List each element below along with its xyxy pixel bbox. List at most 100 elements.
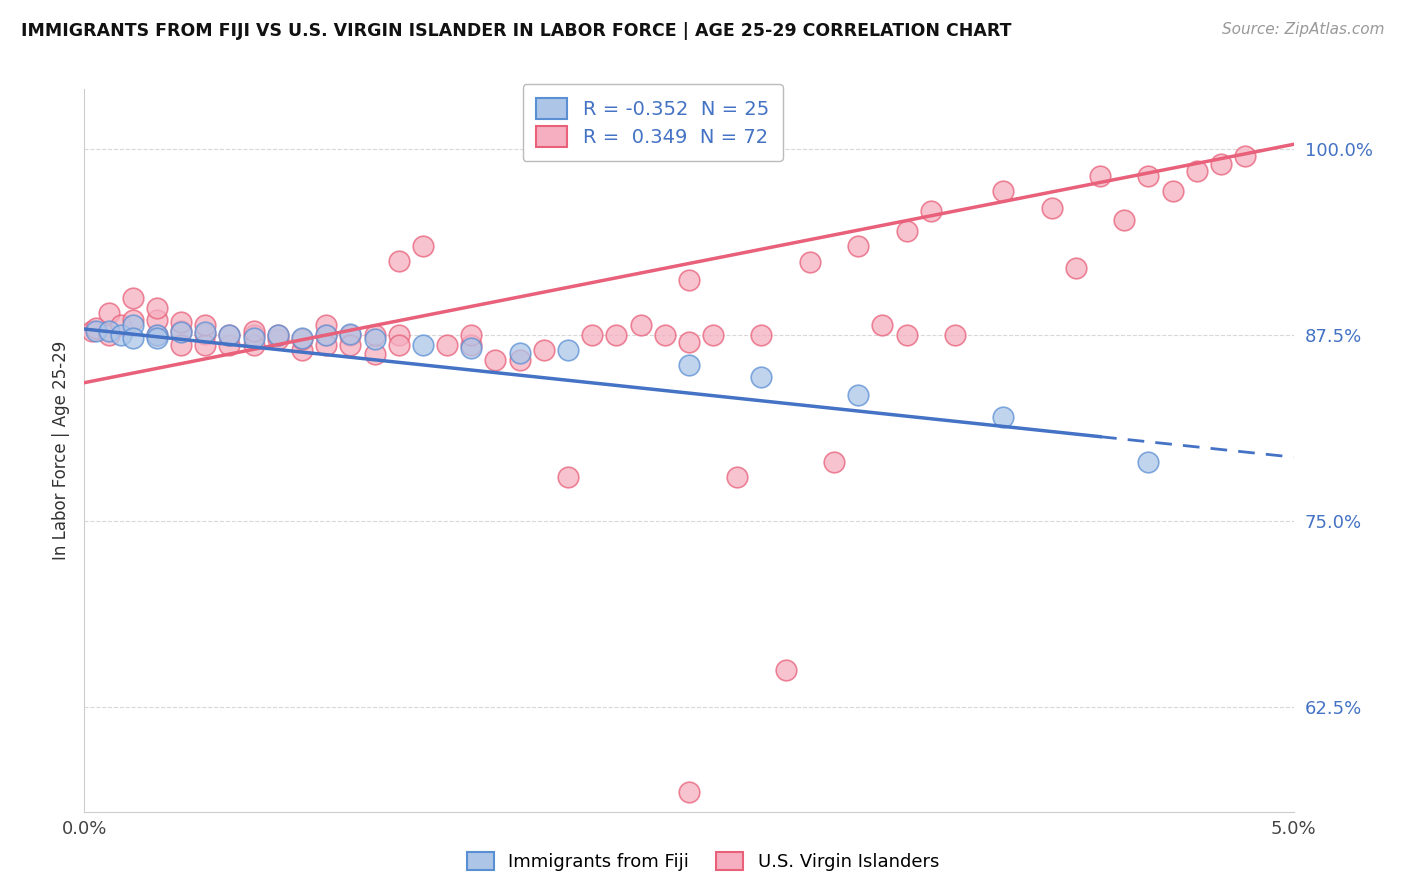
Point — [146, 328, 169, 343]
Point — [291, 343, 314, 357]
Point — [678, 785, 700, 799]
Point — [291, 331, 314, 345]
Point — [1137, 455, 1160, 469]
Point — [678, 358, 700, 372]
Point — [339, 338, 361, 352]
Point — [412, 338, 434, 352]
Point — [86, 324, 108, 338]
Point — [363, 333, 385, 347]
Point — [146, 313, 169, 327]
Point — [1114, 213, 1136, 227]
Point — [121, 291, 143, 305]
Point — [194, 326, 217, 341]
Point — [110, 328, 132, 343]
Text: Source: ZipAtlas.com: Source: ZipAtlas.com — [1222, 22, 1385, 37]
Point — [388, 328, 411, 343]
Point — [218, 328, 240, 343]
Point — [170, 315, 193, 329]
Point — [581, 328, 603, 343]
Point — [654, 328, 676, 343]
Point — [872, 318, 894, 332]
Point — [146, 331, 169, 345]
Point — [460, 328, 482, 343]
Point — [751, 328, 773, 343]
Point — [1088, 169, 1111, 183]
Point — [194, 338, 217, 352]
Point — [1161, 184, 1184, 198]
Point — [846, 387, 869, 401]
Point — [80, 324, 103, 338]
Point — [751, 369, 773, 384]
Point — [484, 353, 506, 368]
Point — [315, 338, 337, 352]
Point — [242, 324, 264, 338]
Point — [267, 328, 290, 343]
Point — [799, 255, 821, 269]
Point — [339, 328, 361, 343]
Point — [121, 313, 143, 327]
Y-axis label: In Labor Force | Age 25-29: In Labor Force | Age 25-29 — [52, 341, 70, 560]
Point — [509, 353, 531, 368]
Point — [678, 273, 700, 287]
Point — [110, 318, 132, 332]
Text: IMMIGRANTS FROM FIJI VS U.S. VIRGIN ISLANDER IN LABOR FORCE | AGE 25-29 CORRELAT: IMMIGRANTS FROM FIJI VS U.S. VIRGIN ISLA… — [21, 22, 1011, 40]
Point — [121, 318, 143, 332]
Point — [194, 318, 217, 332]
Point — [1209, 157, 1232, 171]
Point — [630, 318, 652, 332]
Point — [388, 253, 411, 268]
Point — [267, 328, 290, 343]
Point — [242, 338, 264, 352]
Point — [1040, 202, 1063, 216]
Point — [86, 320, 108, 334]
Point — [315, 328, 337, 343]
Point — [242, 331, 264, 345]
Point — [1234, 149, 1257, 163]
Point — [775, 663, 797, 677]
Point — [339, 326, 361, 341]
Point — [315, 328, 337, 343]
Point — [218, 328, 240, 343]
Point — [363, 347, 385, 361]
Point — [557, 343, 579, 357]
Point — [1185, 164, 1208, 178]
Point — [943, 328, 966, 343]
Point — [170, 325, 193, 339]
Point — [896, 224, 918, 238]
Point — [388, 338, 411, 352]
Point — [436, 338, 458, 352]
Point — [509, 346, 531, 360]
Point — [460, 342, 482, 356]
Point — [1137, 169, 1160, 183]
Point — [267, 333, 290, 347]
Point — [97, 328, 120, 343]
Point — [363, 328, 385, 343]
Point — [218, 338, 240, 352]
Point — [170, 324, 193, 338]
Point — [678, 335, 700, 350]
Point — [993, 409, 1015, 424]
Point — [97, 306, 120, 320]
Point — [194, 325, 217, 339]
Point — [702, 328, 724, 343]
Point — [725, 469, 748, 483]
Point — [170, 338, 193, 352]
Point — [1064, 260, 1087, 275]
Point — [533, 343, 555, 357]
Point — [146, 328, 169, 343]
Point — [896, 328, 918, 343]
Point — [242, 328, 264, 343]
Legend: Immigrants from Fiji, U.S. Virgin Islanders: Immigrants from Fiji, U.S. Virgin Island… — [460, 845, 946, 879]
Point — [412, 238, 434, 252]
Point — [460, 338, 482, 352]
Point — [315, 318, 337, 332]
Point — [993, 184, 1015, 198]
Point — [121, 331, 143, 345]
Point — [920, 204, 942, 219]
Point — [823, 455, 845, 469]
Point — [846, 238, 869, 252]
Point — [97, 324, 120, 338]
Point — [146, 301, 169, 316]
Point — [557, 469, 579, 483]
Point — [605, 328, 627, 343]
